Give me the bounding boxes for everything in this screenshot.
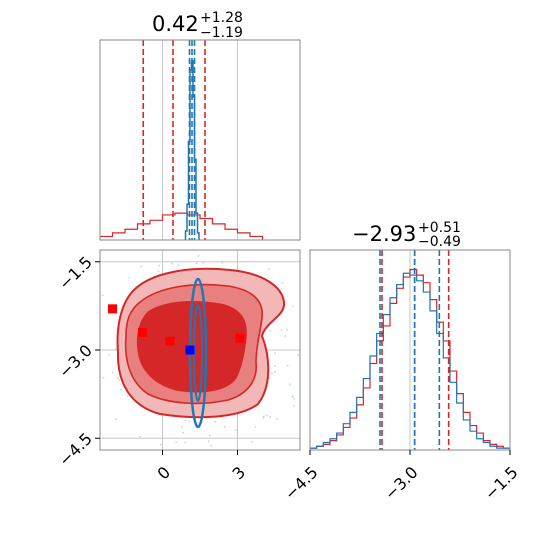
joint-sample-dot <box>223 425 226 428</box>
joint-sample-dot <box>284 335 287 337</box>
joint-sample-dot <box>158 264 161 267</box>
joint-sample-dot <box>265 414 268 417</box>
joint-sample-dot <box>184 441 187 444</box>
joint-x-tick-0-label: 0 <box>154 463 175 484</box>
p1-title-lower: −0.49 <box>418 234 461 250</box>
joint-sample-dot <box>197 255 200 257</box>
p1-x-tick-2-label: −1.5 <box>481 463 522 504</box>
joint-sample-dot <box>275 417 278 420</box>
p0-red-histogram <box>100 212 264 240</box>
joint-sample-dot <box>254 426 257 428</box>
joint-sample-dot <box>108 354 111 356</box>
p1-blue-histogram <box>310 272 510 450</box>
joint-sample-dot <box>210 445 213 447</box>
joint-red-marker-0 <box>108 304 117 314</box>
p1-blue-quantile-lines <box>379 250 441 450</box>
joint-sample-dot <box>182 431 185 434</box>
joint-sample-dot <box>293 405 295 407</box>
joint-sample-dot <box>214 420 217 423</box>
joint-sample-dot <box>128 276 131 279</box>
joint-sample-dot <box>160 443 162 446</box>
joint-sample-dot <box>293 397 296 400</box>
joint-sample-dot <box>195 262 198 265</box>
joint-sample-dot <box>269 329 272 332</box>
joint-sample-dot <box>139 435 142 438</box>
joint-sample-dot <box>280 329 283 331</box>
joint-sample-dot <box>286 328 288 331</box>
joint-sample-dot <box>202 262 205 264</box>
joint-sample-dot <box>235 429 238 431</box>
joint-sample-dot <box>181 426 184 429</box>
joint-sample-dot <box>111 371 114 374</box>
joint-sample-dot <box>207 440 210 443</box>
p1-x-ticks: −4.5 −3.0 −1.5 <box>281 450 522 504</box>
p0-title-lower: −1.19 <box>200 25 243 41</box>
joint-sample-dot <box>140 265 143 268</box>
p1-title-upper: +0.51 <box>418 220 461 236</box>
p0-hist-grid <box>162 40 238 240</box>
joint-sample-dot <box>175 441 178 443</box>
p0-hist-frame <box>99 39 301 241</box>
joint-red-marker-1 <box>138 327 147 337</box>
joint-sample-dot <box>271 372 273 374</box>
joint-sample-dot <box>116 376 119 379</box>
joint-y-ticks: −1.5 −3.0 −4.5 <box>55 253 100 470</box>
joint-x-tick-1-label: 3 <box>229 463 250 484</box>
joint-sample-dot <box>184 419 187 422</box>
joint-sample-dot <box>101 294 104 297</box>
joint-sample-dot <box>126 395 129 397</box>
p0-title-upper: +1.28 <box>200 10 243 26</box>
joint-sample-dot <box>267 268 270 271</box>
p0-histogram-panel: 0.42 +1.28 −1.19 <box>99 10 301 241</box>
p1-x-tick-1-label: −3.0 <box>381 463 422 504</box>
p1-hist-grid <box>309 250 511 450</box>
p1-blue-hist-line <box>310 272 510 450</box>
p1-title-value: −2.93 <box>352 222 416 246</box>
joint-blue-marker-0 <box>185 345 195 355</box>
joint-sample-dot <box>274 371 276 373</box>
joint-sample-dot <box>119 388 122 391</box>
joint-red-markers <box>108 304 245 346</box>
joint-sample-dot <box>281 282 283 284</box>
joint-blue-markers <box>185 345 195 355</box>
joint-sample-dot <box>274 365 277 367</box>
joint-sample-dot <box>274 352 277 355</box>
joint-sample-dot <box>115 418 117 421</box>
p1-x-tick-0-label: −4.5 <box>281 463 322 504</box>
joint-sample-dot <box>292 305 294 308</box>
joint-sample-dot <box>171 262 174 265</box>
joint-y-tick-2-label: −4.5 <box>55 429 96 470</box>
joint-sample-dot <box>157 270 160 272</box>
joint-sample-dot <box>262 415 265 418</box>
p0-title-value: 0.42 <box>152 12 199 36</box>
joint-sample-dot <box>188 420 191 423</box>
p0-red-quantile-lines <box>142 40 206 240</box>
p1-hist-title: −2.93 +0.51 −0.49 <box>352 220 461 250</box>
joint-sample-dot <box>262 417 265 419</box>
joint-sample-dot <box>286 364 289 367</box>
joint-sample-dot <box>102 376 105 379</box>
joint-red-marker-2 <box>165 336 175 346</box>
joint-y-tick-1-label: −3.0 <box>55 341 96 382</box>
p0-red-hist-line <box>100 212 264 240</box>
joint-sample-dot <box>221 261 224 264</box>
p0-blue-quantile-lines <box>188 40 196 240</box>
p1-histogram-panel: −4.5 −3.0 −1.5 −2.93 +0.51 −0.49 <box>281 220 522 504</box>
joint-sample-dot <box>114 348 117 350</box>
joint-sample-dot <box>251 441 254 443</box>
joint-sample-dot <box>208 434 211 437</box>
joint-sample-dot <box>297 354 299 356</box>
joint-sample-dot <box>177 264 180 267</box>
joint-sample-dot <box>289 383 292 386</box>
joint-sample-dot <box>118 379 120 381</box>
joint-sample-dot <box>269 416 272 418</box>
joint-y-tick-0-label: −1.5 <box>55 253 96 294</box>
p0-hist-title: 0.42 +1.28 −1.19 <box>152 10 243 41</box>
joint-sample-dot <box>292 395 294 398</box>
joint-red-marker-3 <box>235 333 245 343</box>
